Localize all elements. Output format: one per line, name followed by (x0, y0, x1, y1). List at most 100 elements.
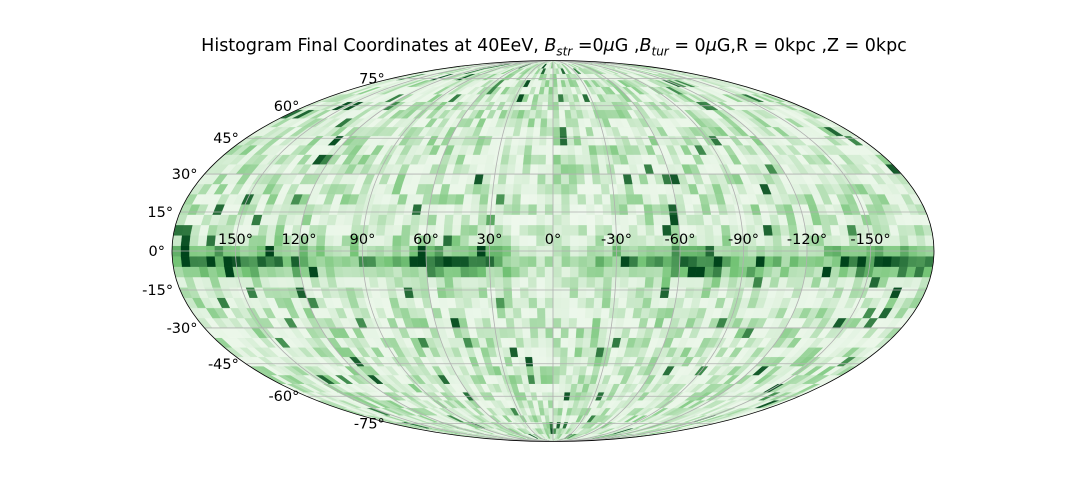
histogram-cell (417, 266, 428, 278)
histogram-cell (696, 256, 706, 267)
histogram-cell (557, 407, 563, 416)
histogram-cell (544, 183, 554, 195)
histogram-cell (239, 256, 250, 267)
histogram-cell (625, 297, 636, 309)
histogram-cell (545, 164, 554, 175)
histogram-cell (660, 276, 671, 288)
histogram-cell (561, 224, 571, 236)
histogram-cell (341, 266, 352, 278)
histogram-cell (426, 214, 437, 226)
histogram-cell (578, 235, 588, 246)
histogram-cell (426, 266, 436, 278)
histogram-cell (510, 256, 520, 267)
histogram-cell (527, 224, 537, 236)
latitude-tick-label: 30° (172, 167, 198, 183)
histogram-cell (552, 126, 560, 137)
histogram-cell (746, 256, 757, 267)
histogram-cell (619, 266, 630, 278)
histogram-cell (779, 266, 790, 278)
histogram-cell (504, 307, 514, 319)
histogram-cell (669, 276, 680, 288)
histogram-cell (583, 173, 593, 185)
histogram-cell (619, 276, 629, 288)
histogram-cell (324, 224, 336, 236)
histogram-cell (662, 256, 672, 267)
histogram-cell (462, 297, 473, 309)
histogram-cell (635, 276, 646, 288)
histogram-cell (434, 266, 445, 278)
title-prefix: Histogram Final Coordinates at 40EeV, (201, 36, 545, 56)
histogram-cell (468, 276, 479, 288)
histogram-cell (565, 126, 574, 137)
histogram-cell (560, 154, 569, 165)
histogram-cell (570, 374, 579, 384)
histogram-cell (307, 256, 317, 267)
histogram-cell (535, 256, 545, 267)
histogram-cell (831, 256, 841, 267)
latitude-tick-label: 45° (213, 131, 239, 147)
histogram-cell (559, 135, 568, 146)
histogram-cell (552, 266, 562, 278)
histogram-cell (502, 256, 512, 267)
histogram-cell (600, 307, 610, 319)
histogram-cell (763, 235, 774, 246)
histogram-cell (315, 256, 326, 267)
histogram-cell (520, 307, 530, 319)
latitude-tick-label: -30° (167, 321, 198, 337)
histogram-cell (496, 307, 506, 319)
histogram-cell (568, 317, 577, 329)
histogram-cell (451, 235, 461, 246)
histogram-cell (545, 327, 554, 338)
histogram-cell (580, 144, 590, 155)
histogram-cell (443, 214, 454, 226)
histogram-cell (367, 266, 378, 278)
histogram-cell (544, 276, 554, 288)
histogram-cell (393, 214, 404, 226)
histogram-cell (720, 266, 731, 278)
histogram-cell (383, 256, 393, 267)
histogram-cell (401, 214, 412, 226)
histogram-cell (581, 154, 591, 165)
histogram-cell (496, 183, 506, 195)
histogram-cell (527, 266, 537, 278)
histogram-cell (831, 235, 841, 246)
histogram-cell (627, 214, 638, 226)
histogram-cell (333, 224, 344, 236)
histogram-cell (545, 135, 554, 146)
histogram-cell (573, 347, 583, 358)
histogram-cell (546, 383, 554, 393)
histogram-cell (375, 256, 385, 267)
histogram-cell (559, 347, 568, 358)
histogram-cell (417, 256, 427, 267)
histogram-cell (523, 347, 533, 358)
title-bstr-subscript: str (556, 44, 573, 59)
histogram-cell (537, 154, 546, 165)
histogram-cell (536, 276, 545, 288)
histogram-cell (502, 224, 512, 236)
histogram-cell (384, 224, 394, 236)
histogram-cell (552, 347, 561, 358)
histogram-cell (495, 297, 505, 309)
histogram-cell (591, 173, 601, 185)
histogram-cell (592, 307, 602, 319)
latitude-tick-label: -15° (142, 283, 173, 299)
histogram-cell (530, 144, 540, 155)
histogram-cell (564, 374, 573, 384)
histogram-cell (527, 235, 537, 246)
histogram-cell (754, 266, 765, 278)
histogram-cell (552, 356, 561, 367)
histogram-cell (797, 256, 808, 267)
histogram-cell (577, 224, 587, 236)
histogram-cell (544, 193, 554, 205)
histogram-cell (602, 214, 612, 226)
histogram-cell (349, 256, 360, 267)
histogram-cell (514, 327, 524, 338)
histogram-cell (410, 276, 421, 288)
histogram-cell (527, 256, 537, 267)
histogram-cell (452, 214, 462, 226)
histogram-cell (564, 109, 572, 119)
histogram-cell (544, 287, 554, 298)
histogram-cell (772, 235, 782, 246)
histogram-cell (577, 266, 587, 278)
histogram-cell (532, 365, 541, 376)
